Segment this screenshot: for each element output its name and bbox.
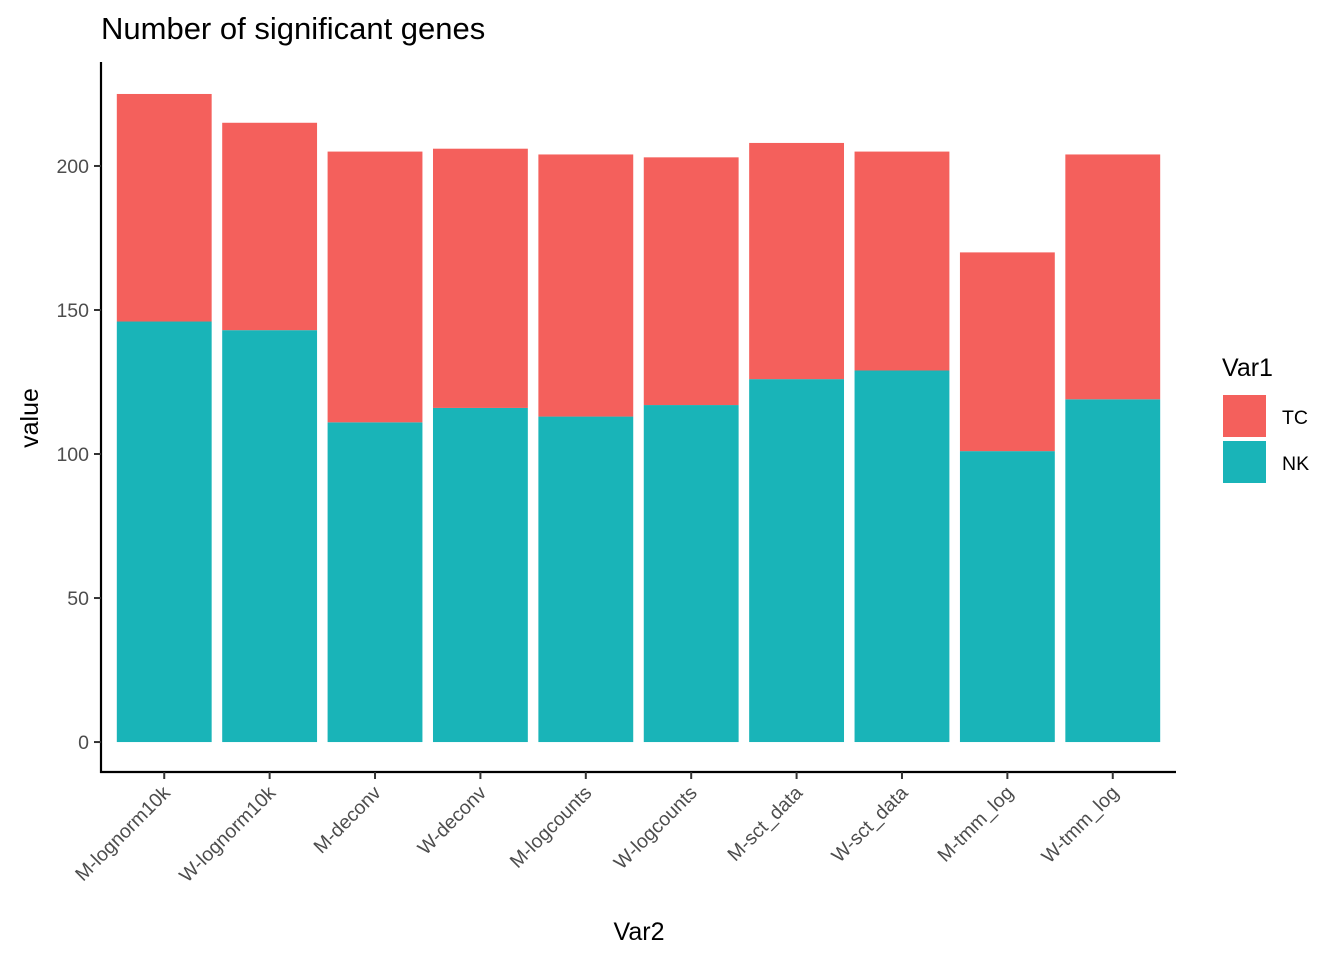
- legend-label-tc: TC: [1282, 407, 1308, 429]
- x-tick-label: W-tmm_log: [1038, 782, 1124, 868]
- x-tick-label: M-lognorm10k: [71, 782, 175, 886]
- y-tick-label: 200: [56, 156, 89, 178]
- bar-nk-m-tmm-log: [959, 451, 1055, 743]
- y-tick-label: 150: [56, 300, 89, 322]
- legend-label-nk: NK: [1282, 453, 1309, 475]
- bar-tc-m-lognorm10k: [116, 93, 212, 322]
- bar-tc-w-lognorm10k: [222, 122, 318, 331]
- bar-tc-m-sct-data: [749, 142, 845, 380]
- x-tick-label: M-sct_data: [723, 782, 807, 866]
- legend-swatch-tc: [1223, 395, 1266, 437]
- bar-nk-w-logcounts: [643, 405, 739, 743]
- bar-tc-w-deconv: [432, 148, 528, 408]
- y-axis-title: value: [16, 388, 44, 448]
- x-tick-label: M-deconv: [309, 782, 385, 858]
- legend-swatch-nk: [1223, 441, 1266, 483]
- bar-tc-w-logcounts: [643, 157, 739, 406]
- x-tick-label: W-lognorm10k: [175, 782, 280, 887]
- legend: Var1 TC NK: [1222, 354, 1309, 483]
- bar-tc-m-tmm-log: [959, 252, 1055, 452]
- bar-nk-m-deconv: [327, 422, 423, 743]
- x-tick-label: W-logcounts: [610, 782, 702, 874]
- legend-title: Var1: [1222, 354, 1273, 382]
- bar-nk-w-lognorm10k: [222, 330, 318, 743]
- bar-nk-w-deconv: [432, 407, 528, 743]
- x-axis-title: Var2: [614, 918, 665, 946]
- bar-nk-m-sct-data: [749, 379, 845, 743]
- bars-group: [116, 93, 1161, 743]
- bar-tc-w-sct-data: [854, 151, 950, 371]
- x-tick-label: M-logcounts: [506, 782, 597, 873]
- y-tick-label: 100: [56, 444, 89, 466]
- y-axis-ticks: 0 50 100 150 200: [56, 156, 101, 754]
- bar-nk-w-tmm-log: [1065, 399, 1161, 743]
- bar-nk-w-sct-data: [854, 370, 950, 743]
- bar-nk-m-logcounts: [538, 416, 634, 743]
- bar-tc-m-logcounts: [538, 154, 634, 417]
- x-tick-label: M-tmm_log: [933, 782, 1018, 867]
- x-tick-label: W-sct_data: [827, 782, 912, 867]
- bar-tc-w-tmm-log: [1065, 154, 1161, 400]
- y-tick-label: 50: [67, 588, 89, 610]
- bar-tc-m-deconv: [327, 151, 423, 423]
- chart-title: Number of significant genes: [101, 11, 485, 46]
- x-axis-ticks: M-lognorm10k W-lognorm10k M-deconv W-deconv…: [71, 772, 1123, 887]
- bar-nk-m-lognorm10k: [116, 321, 212, 743]
- x-tick-label: W-deconv: [414, 782, 492, 860]
- y-tick-label: 0: [78, 732, 89, 754]
- legend-entries: TC NK: [1223, 395, 1309, 483]
